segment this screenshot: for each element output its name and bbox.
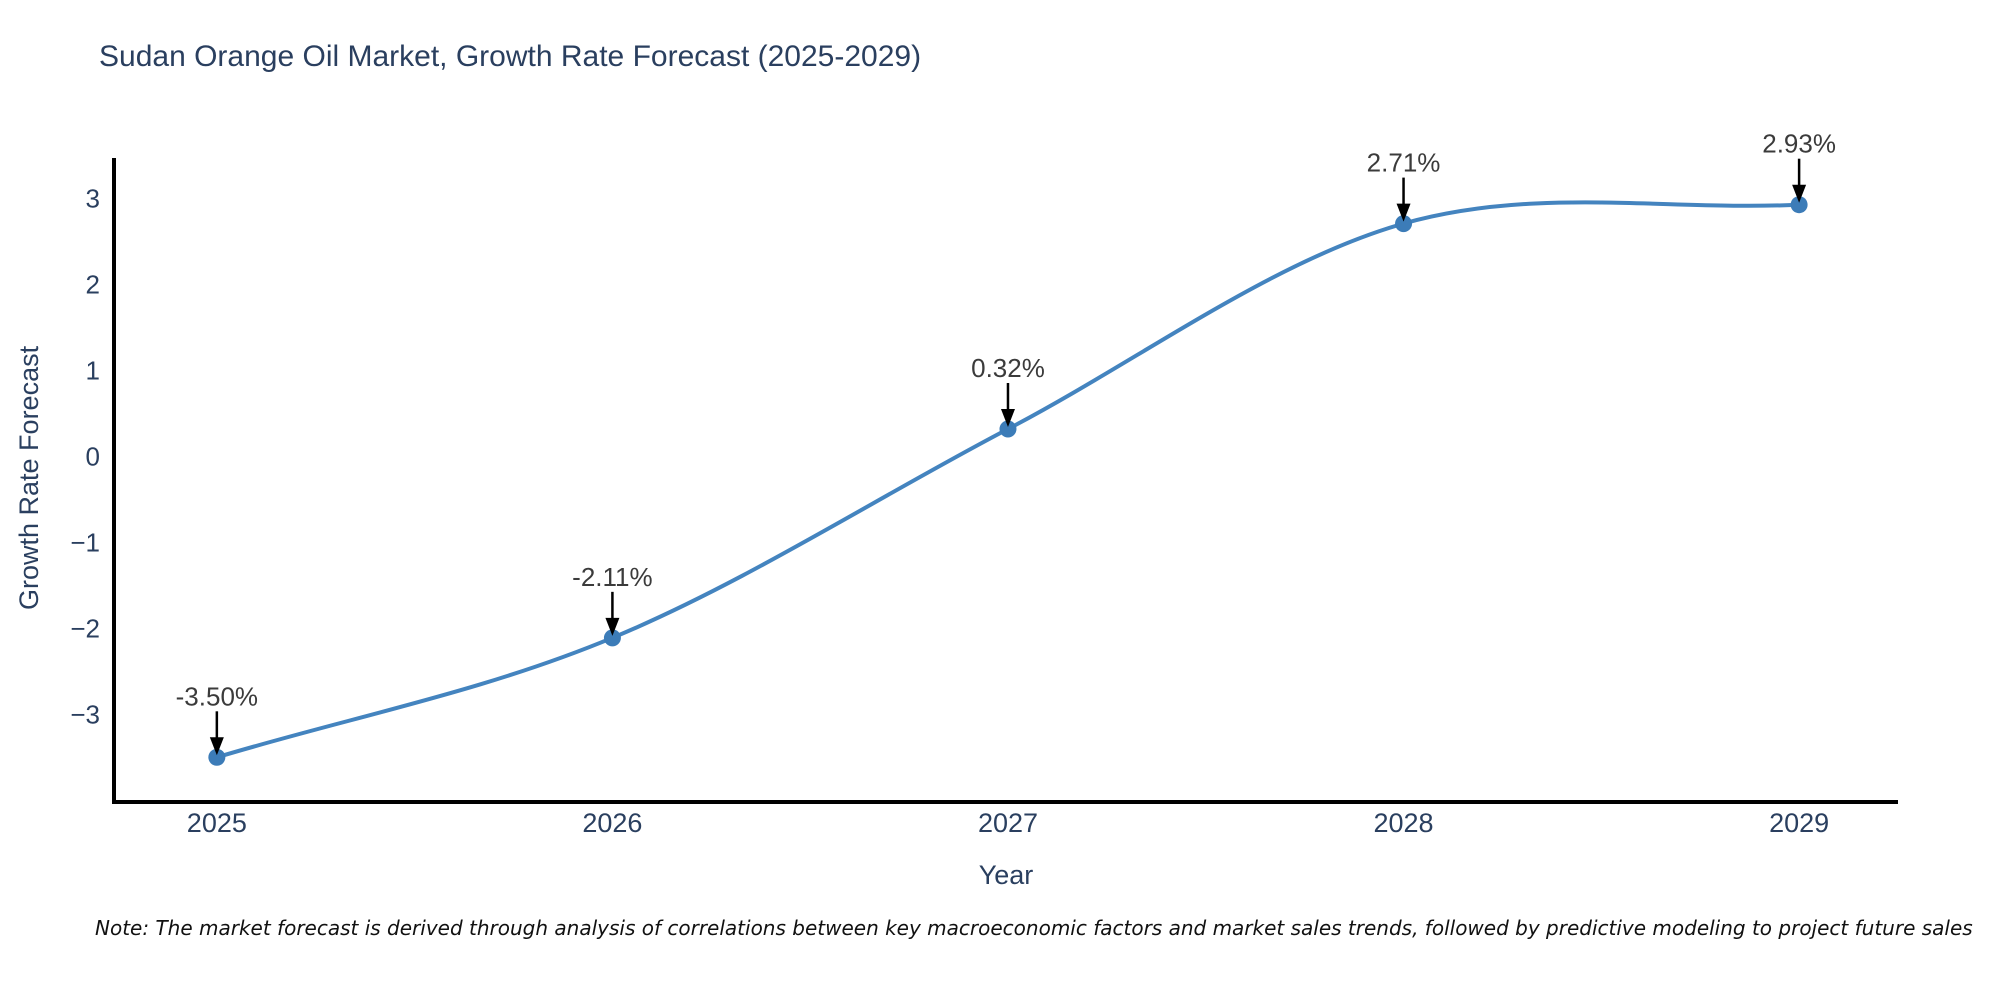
y-tick-label: 0: [86, 442, 100, 472]
x-axis-title: Year: [978, 860, 1034, 890]
y-tick-label: −1: [70, 527, 100, 557]
y-tick-label: −2: [70, 613, 100, 643]
y-tick-label: 1: [86, 356, 100, 386]
y-tick-label: −3: [70, 699, 100, 729]
x-tick-label: 2026: [582, 808, 642, 838]
data-point-marker-2027: [999, 420, 1017, 438]
data-point-label-2027: 0.32%: [971, 353, 1045, 383]
forecast-line: [214, 200, 1802, 760]
data-point-marker-2029: [1790, 196, 1808, 214]
data-point-marker-2028: [1395, 215, 1413, 233]
footnote: Note: The market forecast is derived thr…: [95, 916, 1973, 940]
y-tick-label: 2: [86, 270, 100, 300]
chart-title: Sudan Orange Oil Market, Growth Rate For…: [99, 40, 922, 73]
x-tick-label: 2029: [1769, 808, 1829, 838]
data-point-marker-2026: [603, 629, 621, 647]
data-point-marker-2025: [208, 748, 226, 766]
x-tick-label: 2027: [978, 808, 1038, 838]
data-point-label-2028: 2.71%: [1367, 148, 1441, 178]
data-point-label-2026: -2.11%: [572, 562, 652, 592]
data-point-label-2029: 2.93%: [1762, 129, 1836, 159]
x-tick-label: 2025: [187, 808, 247, 838]
y-tick-label: 3: [86, 184, 100, 214]
y-axis-title: Growth Rate Forecast: [14, 345, 44, 610]
data-point-label-2025: -3.50%: [176, 681, 258, 711]
annotation-arrow-head: [209, 737, 224, 756]
annotation-arrow-head: [1396, 203, 1411, 222]
x-tick-label: 2028: [1374, 808, 1434, 838]
annotation-arrow-head: [1792, 184, 1807, 203]
annotation-arrow-head: [1000, 409, 1015, 428]
annotation-arrow-head: [605, 617, 620, 636]
